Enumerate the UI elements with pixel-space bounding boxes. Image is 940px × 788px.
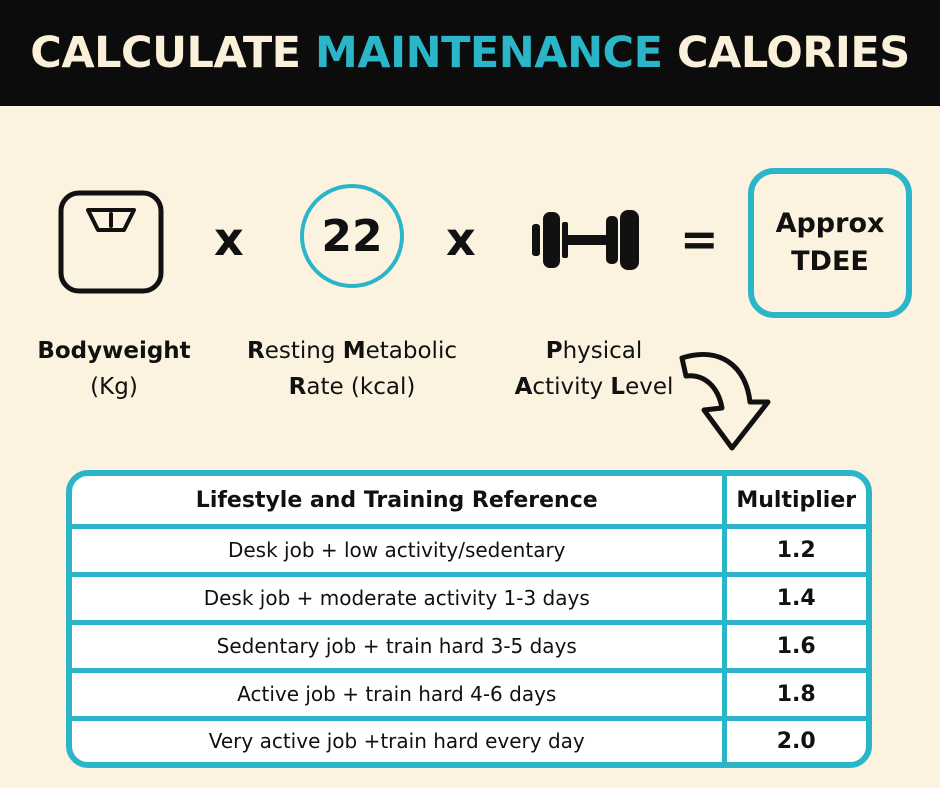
row-multiplier: 1.2 [724, 526, 866, 577]
rmr-text-ate: ate (kcal) [306, 374, 416, 400]
table-header-row: Lifestyle and Training Reference Multipl… [72, 476, 866, 529]
rmr-value: 22 [321, 210, 383, 262]
pal-text-ctivity: ctivity [532, 374, 611, 400]
dumbbell-icon [532, 210, 639, 270]
rmr-initial-m: M [342, 338, 366, 364]
equals-operator: = [680, 212, 719, 266]
multiply-operator-1: x [214, 212, 244, 266]
header-multiplier: Multiplier [724, 476, 866, 529]
title-part1: CALCULATE [30, 28, 301, 78]
result-line2: TDEE [791, 246, 869, 277]
row-multiplier: 1.6 [724, 622, 866, 673]
row-multiplier: 1.8 [724, 670, 866, 721]
table-row: Desk job + moderate activity 1-3 days 1.… [72, 574, 866, 625]
pal-text-evel: evel [625, 374, 674, 400]
rmr-text-esting: esting [264, 338, 343, 364]
bodyweight-label: Bodyweight (Kg) [14, 333, 214, 405]
multiplier-table: Lifestyle and Training Reference Multipl… [66, 470, 872, 768]
table-row: Active job + train hard 4-6 days 1.8 [72, 670, 866, 721]
multiply-operator-2: x [446, 212, 476, 266]
title-banner: CALCULATE MAINTENANCE CALORIES [0, 0, 940, 106]
table-row: Very active job +train hard every day 2.… [72, 718, 866, 762]
page-title: CALCULATE MAINTENANCE CALORIES [30, 28, 910, 78]
pal-initial-p: P [545, 338, 563, 364]
bodyweight-line2: (Kg) [90, 374, 138, 400]
scale-icon [58, 190, 164, 294]
rmr-label: Resting Metabolic Rate (kcal) [224, 333, 480, 405]
rmr-text-etabolic: etabolic [365, 338, 457, 364]
row-multiplier: 1.4 [724, 574, 866, 625]
rmr-initial-r2: R [288, 374, 307, 400]
bodyweight-line1: Bodyweight [37, 338, 191, 364]
curved-arrow-icon [679, 352, 771, 451]
title-part2: CALORIES [676, 28, 910, 78]
rmr-value-circle: 22 [300, 184, 404, 288]
row-reference: Active job + train hard 4-6 days [72, 670, 727, 721]
tdee-result-box: Approx TDEE [748, 168, 912, 318]
pal-label: Physical Activity Level [496, 333, 692, 405]
reference-table: Lifestyle and Training Reference Multipl… [72, 476, 866, 762]
title-accent: MAINTENANCE [315, 28, 663, 78]
result-line1: Approx [775, 208, 885, 239]
row-reference: Sedentary job + train hard 3-5 days [72, 622, 727, 673]
header-reference: Lifestyle and Training Reference [72, 476, 727, 529]
pal-text-hysical: hysical [562, 338, 643, 364]
table-row: Sedentary job + train hard 3-5 days 1.6 [72, 622, 866, 673]
row-reference: Desk job + low activity/sedentary [72, 526, 727, 577]
pal-initial-l: L [610, 374, 626, 400]
row-reference: Desk job + moderate activity 1-3 days [72, 574, 727, 625]
row-reference: Very active job +train hard every day [72, 718, 727, 762]
table-row: Desk job + low activity/sedentary 1.2 [72, 526, 866, 577]
row-multiplier: 2.0 [776, 728, 816, 754]
pal-initial-a: A [514, 374, 533, 400]
rmr-initial-r: R [246, 338, 265, 364]
